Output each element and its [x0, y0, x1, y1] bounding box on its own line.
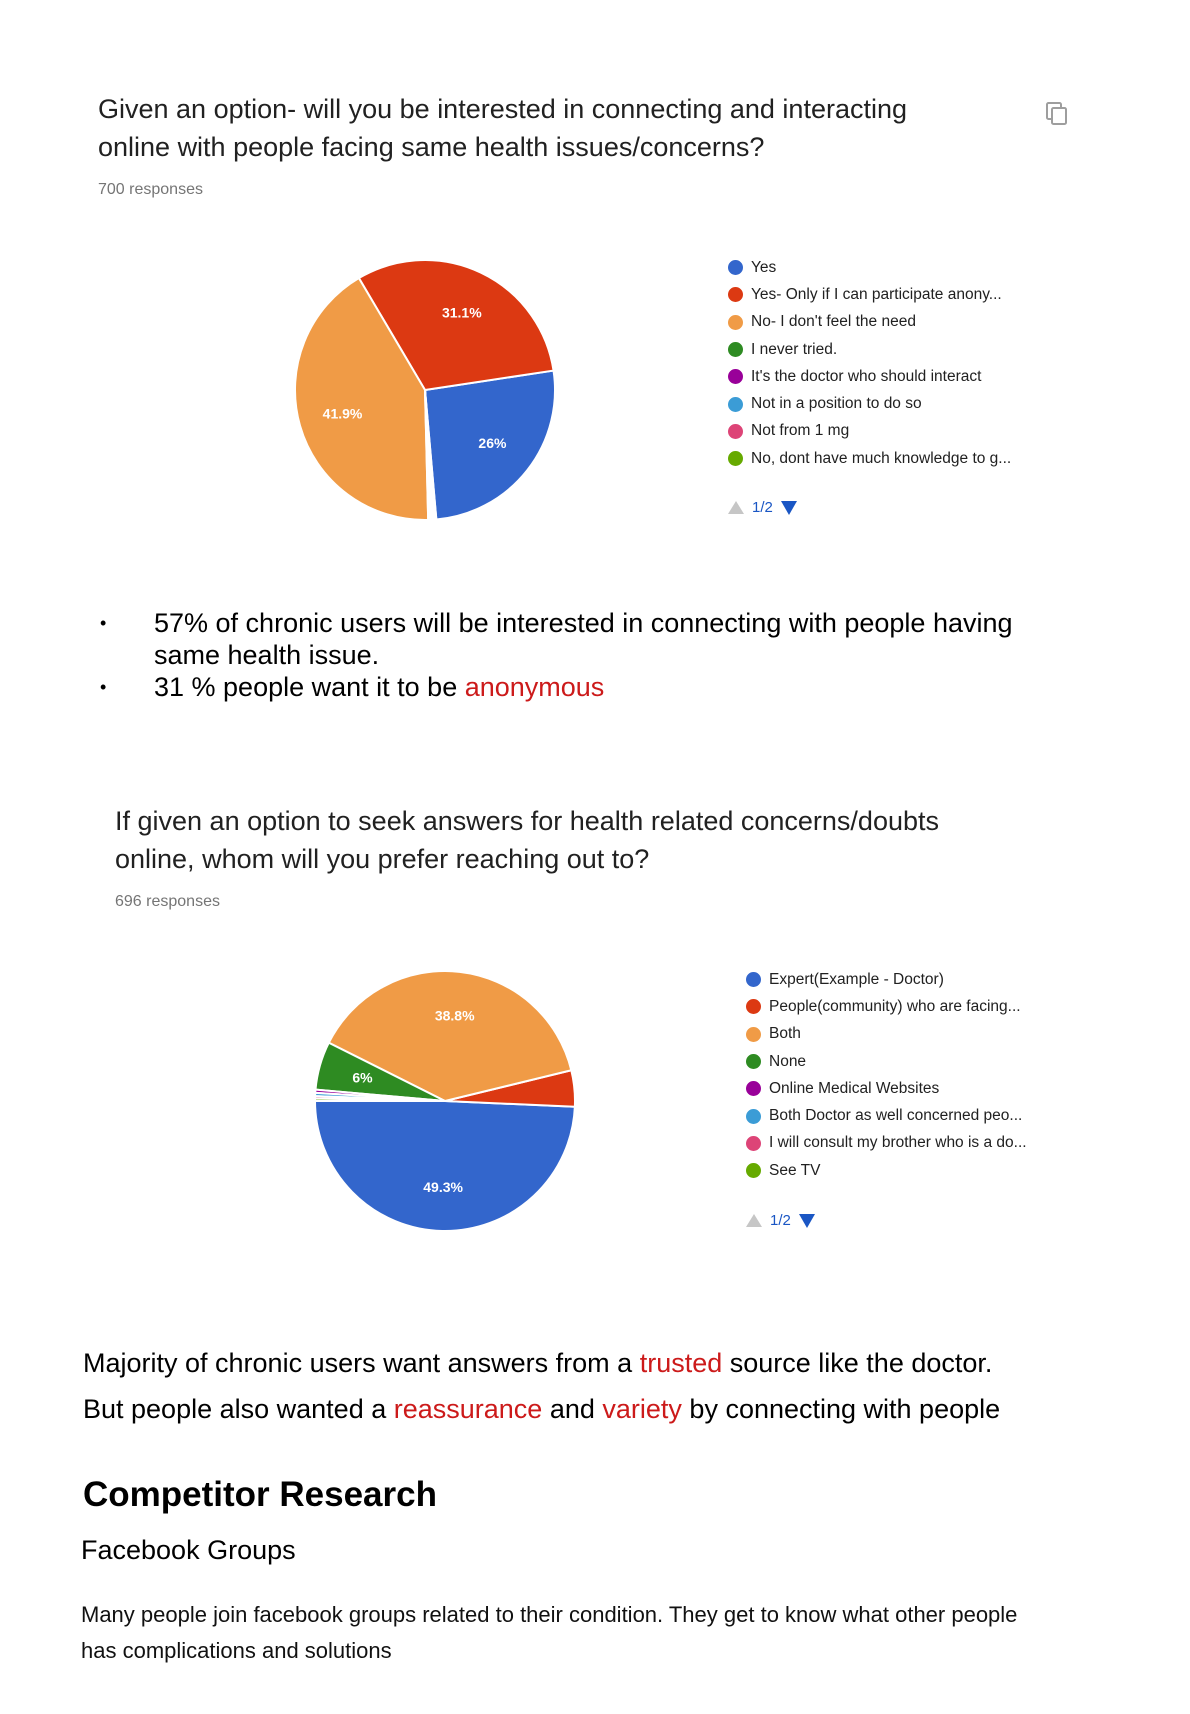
chart-2-legend-pager: 1/2 — [746, 1212, 815, 1229]
legend-swatch — [728, 260, 743, 276]
legend-label: People(community) who are facing... — [769, 997, 1021, 1015]
highlight-reassurance: reassurance — [393, 1394, 543, 1424]
subsection-heading: Facebook Groups — [81, 1535, 296, 1565]
legend-label: I will consult my brother who is a do... — [769, 1134, 1027, 1152]
highlight-trusted: trusted — [639, 1348, 723, 1378]
chart-2-title-line1: If given an option to seek answers for h… — [115, 806, 940, 836]
chart-2-title-line2: online, whom will you prefer reaching ou… — [115, 844, 650, 874]
legend-swatch — [728, 287, 743, 303]
legend-swatch — [728, 396, 743, 412]
chart-1-title-line1: Given an option- will you be interested … — [98, 94, 907, 124]
legend-swatch — [746, 1163, 761, 1179]
legend-label: Expert(Example - Doctor) — [769, 970, 944, 988]
pie-slice-label: 41.9% — [323, 406, 363, 422]
pie-slice-label: 31.1% — [442, 305, 482, 321]
legend-swatch — [746, 1108, 761, 1124]
chart-1-legend-pager: 1/2 — [728, 499, 797, 516]
legend-swatch — [728, 314, 743, 330]
legend-label: Both Doctor as well concerned peo... — [769, 1107, 1023, 1125]
pager-label: 1/2 — [752, 499, 773, 516]
legend-label: No- I don't feel the need — [751, 313, 916, 331]
legend-item: Not in a position to do so — [728, 390, 1011, 417]
legend-swatch — [728, 369, 743, 385]
pie-slice — [357, 259, 555, 392]
finding-item-2: • 31 % people want it to be anonymous — [100, 672, 605, 702]
pie-slice-label: 49.3% — [423, 1179, 463, 1195]
summary-text: Majority of chronic users want answers f… — [83, 1340, 1000, 1432]
chart-2-legend: Expert(Example - Doctor) People(community… — [746, 966, 1027, 1184]
bullet-icon: • — [100, 677, 107, 697]
legend-item: Both Doctor as well concerned peo... — [746, 1102, 1027, 1129]
pie-slice-label: 6% — [352, 1070, 373, 1086]
legend-label: Online Medical Websites — [769, 1079, 940, 1097]
summary-line-1: Majority of chronic users want answers f… — [83, 1348, 993, 1378]
legend-item: Yes — [728, 254, 1011, 281]
legend-label: Yes — [751, 258, 777, 276]
legend-label: No, dont have much knowledge to g... — [751, 449, 1012, 467]
pie-slice — [327, 970, 573, 1103]
chart-2-title: If given an option to seek answers for h… — [115, 802, 939, 878]
legend-item: I will consult my brother who is a do... — [746, 1130, 1027, 1157]
legend-label: None — [769, 1052, 807, 1070]
pie-chart-1: 26% 31.1% 41.9% — [294, 259, 556, 521]
legend-item: No- I don't feel the need — [728, 309, 1011, 336]
chart-1-legend: Yes Yes- Only if I can participate anony.… — [728, 254, 1011, 472]
legend-item: None — [746, 1048, 1027, 1075]
pie-chart-2: 49.3% 38.8% 6% — [313, 970, 576, 1232]
legend-swatch — [728, 342, 743, 358]
pager-up-arrow-icon[interactable] — [746, 1214, 762, 1227]
legend-item: People(community) who are facing... — [746, 993, 1027, 1020]
legend-label: Not in a position to do so — [751, 395, 922, 413]
pager-label: 1/2 — [770, 1212, 791, 1229]
highlight-variety: variety — [602, 1394, 682, 1424]
legend-item: I never tried. — [728, 336, 1011, 363]
pie-slice — [294, 276, 430, 521]
legend-swatch — [746, 1054, 761, 1070]
legend-label: Yes- Only if I can participate anony... — [751, 285, 1002, 303]
pager-down-arrow-icon[interactable] — [798, 1213, 815, 1228]
pie-slice — [423, 369, 556, 521]
findings-list: • 57% of chronic users will be intereste… — [100, 607, 1100, 703]
legend-label: See TV — [769, 1161, 821, 1179]
legend-item: No, dont have much knowledge to g... — [728, 445, 1011, 472]
legend-item: It's the doctor who should interact — [728, 363, 1011, 390]
pie-slice-label: 26% — [478, 435, 507, 451]
legend-item: Online Medical Websites — [746, 1075, 1027, 1102]
legend-swatch — [746, 1135, 761, 1151]
pie-slice-label: 38.8% — [435, 1008, 475, 1024]
legend-swatch — [728, 423, 743, 439]
pager-up-arrow-icon[interactable] — [728, 501, 744, 514]
legend-item: Yes- Only if I can participate anony... — [728, 281, 1011, 308]
legend-item: See TV — [746, 1157, 1027, 1184]
legend-item: Both — [746, 1021, 1027, 1048]
finding-item-1: • 57% of chronic users will be intereste… — [100, 608, 1013, 670]
pie-slice — [313, 1100, 576, 1232]
pie-slice — [424, 389, 438, 521]
legend-label: Not from 1 mg — [751, 422, 850, 440]
section-heading: Competitor Research — [83, 1475, 437, 1514]
copy-icon[interactable] — [1046, 102, 1068, 126]
legend-item: Not from 1 mg — [728, 418, 1011, 445]
legend-swatch — [728, 451, 743, 467]
legend-swatch — [746, 999, 761, 1015]
legend-label: Both — [769, 1025, 801, 1043]
summary-line-2: But people also wanted a reassurance and… — [83, 1394, 1001, 1424]
highlight-anonymous: anonymous — [464, 672, 605, 702]
chart-1-title-line2: online with people facing same health is… — [98, 132, 765, 162]
legend-swatch — [746, 1081, 761, 1097]
pager-down-arrow-icon[interactable] — [780, 500, 797, 515]
legend-swatch — [746, 1026, 761, 1042]
chart-2-response-count: 696 responses — [115, 893, 220, 910]
chart-1-title: Given an option- will you be interested … — [98, 90, 907, 166]
legend-label: It's the doctor who should interact — [751, 367, 982, 385]
chart-1-response-count: 700 responses — [98, 181, 203, 198]
pie-slice — [313, 1097, 446, 1102]
facebook-groups-paragraph: Many people join facebook groups related… — [81, 1602, 1018, 1663]
legend-swatch — [746, 972, 761, 988]
bullet-icon: • — [100, 613, 107, 633]
legend-item: Expert(Example - Doctor) — [746, 966, 1027, 993]
legend-label: I never tried. — [751, 340, 838, 358]
